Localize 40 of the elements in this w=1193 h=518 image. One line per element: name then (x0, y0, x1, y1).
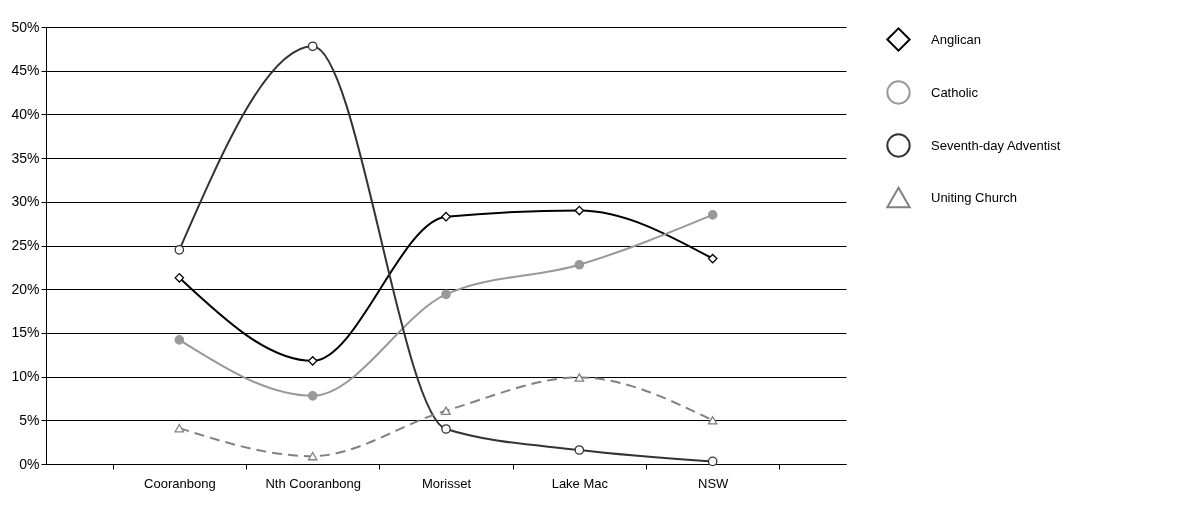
legend-label: Seventh-day Adventist (931, 137, 1061, 153)
point (707, 416, 718, 425)
point (707, 210, 718, 220)
point (707, 253, 718, 264)
y-tick-label: 30% (11, 193, 40, 210)
point (174, 335, 185, 345)
x-tick-label: Lake Mac (551, 475, 609, 491)
x-tick-label: Morisset (421, 475, 472, 491)
point (174, 273, 185, 283)
legend-label: Catholic (931, 84, 979, 100)
point (574, 373, 585, 382)
y-tick-label: 40% (11, 105, 40, 122)
legend-label: Anglican (931, 31, 981, 47)
point (307, 41, 318, 52)
point (174, 423, 185, 433)
y-tick-label: 20% (11, 280, 40, 297)
point (574, 259, 585, 270)
point (574, 445, 585, 455)
legend-label: Uniting Church (931, 189, 1017, 205)
point (307, 391, 318, 401)
point (707, 456, 718, 467)
y-tick-label: 25% (11, 237, 40, 253)
y-tick-label: 10% (11, 368, 40, 385)
y-tick-label: 35% (11, 149, 40, 166)
point (307, 451, 318, 461)
y-tick-label: 50% (11, 18, 40, 35)
point (441, 211, 451, 222)
y-tick-label: 15% (11, 324, 40, 341)
point (574, 205, 585, 216)
point (441, 289, 451, 300)
point (441, 424, 451, 434)
x-tick-label: Cooranbong (144, 475, 216, 491)
point (441, 406, 451, 415)
x-tick-label: Nth Cooranbong (265, 475, 361, 491)
y-tick-label: 5% (19, 411, 40, 428)
x-tick-label: NSW (697, 475, 730, 491)
y-tick-label: 45% (11, 62, 40, 79)
point (174, 245, 185, 255)
point (307, 356, 318, 366)
y-tick-label: 0% (19, 455, 40, 472)
